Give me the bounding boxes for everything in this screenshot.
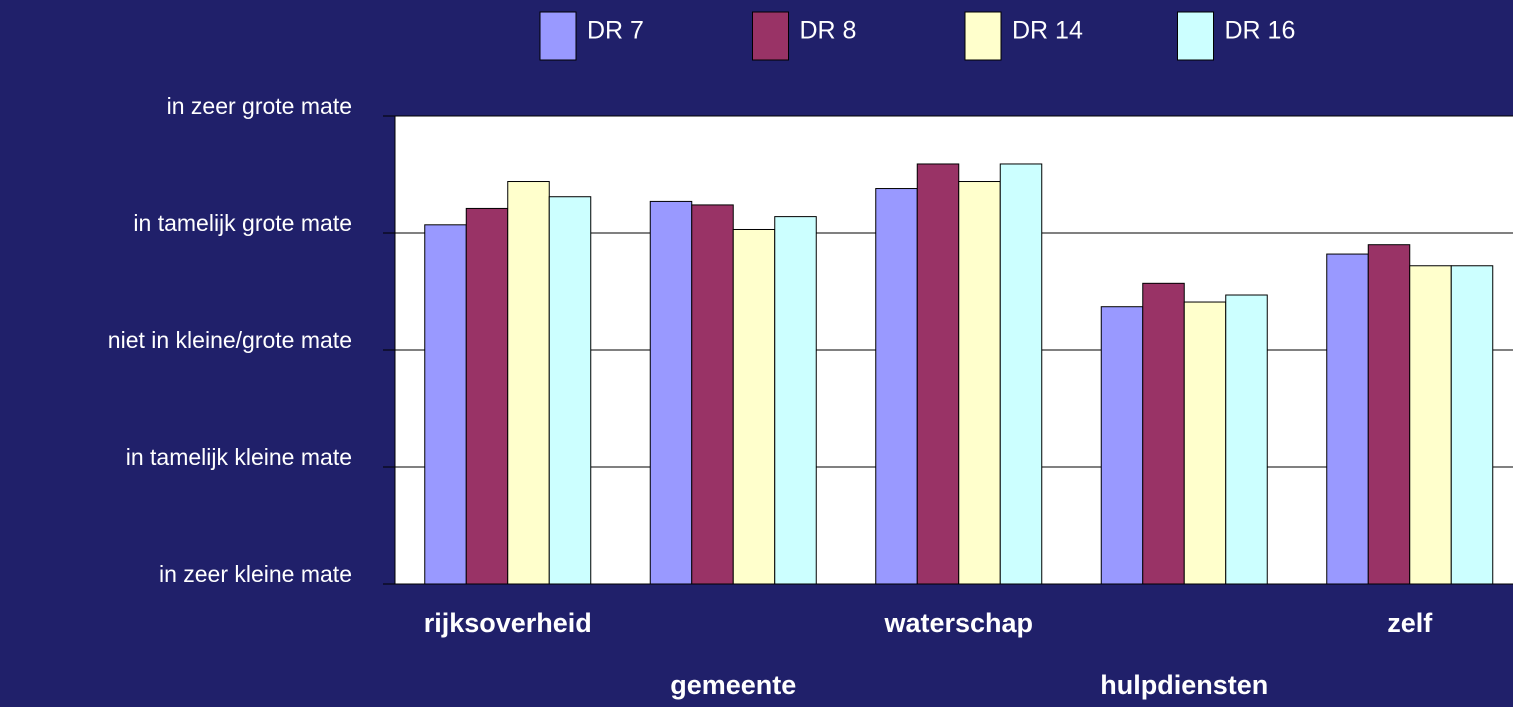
- bar: [465, 207, 509, 585]
- bar: [958, 181, 1001, 585]
- bar: [691, 204, 734, 585]
- bar: [649, 200, 693, 585]
- x-tick-label: gemeente: [670, 670, 796, 700]
- legend-swatch: [539, 11, 577, 61]
- bar: [1183, 301, 1227, 585]
- bar: [548, 196, 592, 585]
- y-tick-label: in tamelijk grote mate: [133, 210, 352, 236]
- bar: [1409, 265, 1452, 585]
- legend-label: DR 16: [1225, 17, 1296, 45]
- legend-swatch: [752, 11, 789, 61]
- y-tick-label: in zeer grote mate: [167, 93, 352, 119]
- legend-label: DR 14: [1012, 17, 1083, 45]
- bar: [1367, 244, 1411, 585]
- legend-label: DR 8: [800, 17, 857, 45]
- y-tick-label: in tamelijk kleine mate: [126, 444, 352, 470]
- bar: [1100, 306, 1144, 585]
- bar: [916, 163, 960, 585]
- bar: [1225, 294, 1268, 585]
- bar: [732, 228, 776, 585]
- legend-label: DR 7: [587, 17, 644, 45]
- bar: [999, 163, 1043, 585]
- legend-swatch: [964, 11, 1002, 61]
- bar: [1450, 265, 1494, 585]
- x-tick-label: hulpdiensten: [1100, 670, 1268, 700]
- y-tick-label: in zeer kleine mate: [159, 561, 352, 587]
- bar: [1142, 282, 1185, 585]
- x-tick-label: rijksoverheid: [424, 608, 592, 638]
- x-tick-label: waterschap: [883, 608, 1033, 638]
- x-tick-label: zelf: [1387, 608, 1433, 638]
- bar: [875, 188, 918, 585]
- bar: [507, 181, 550, 585]
- bar: [1326, 253, 1369, 585]
- bar: [424, 224, 467, 585]
- bar: [774, 216, 817, 585]
- legend-swatch: [1177, 11, 1214, 61]
- y-tick-label: niet in kleine/grote mate: [108, 327, 352, 353]
